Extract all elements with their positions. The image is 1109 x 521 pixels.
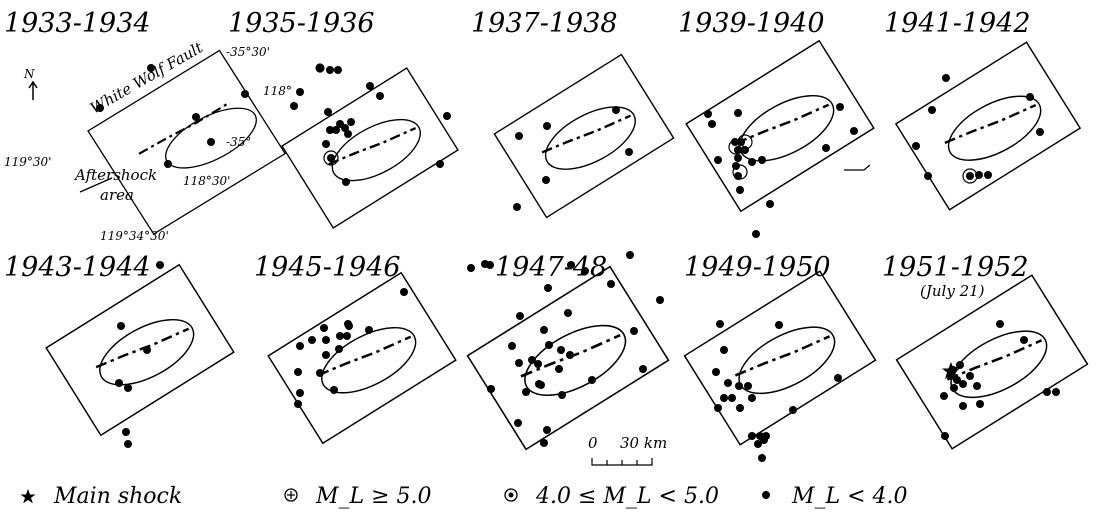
coord-label: 118° — [263, 84, 292, 98]
area-label: area — [100, 186, 134, 204]
panel-1941-1942: 1941-1942 — [884, 8, 1082, 211]
scale-zero: 0 — [588, 434, 598, 452]
panel-1951-1952: 1951-1952 (July 21) — [882, 252, 1089, 451]
legend-item-ml-ge-5: M_L ≥ 5.0 — [284, 484, 432, 509]
legend-item-main-shock: Main shock — [20, 484, 182, 509]
pointer-arrow — [79, 177, 113, 193]
coord-label: 119°30' — [4, 155, 51, 169]
circle-plus-icon — [284, 488, 298, 502]
white-wolf-fault — [138, 101, 230, 155]
panel-title: 1947-48 — [495, 252, 607, 283]
event-dot — [96, 104, 104, 112]
coord-label: -35° — [226, 135, 251, 149]
panel-title: 1951-1952 — [882, 252, 1029, 283]
aftershock-label: Aftershock — [73, 166, 157, 184]
panel-title: 1937-1938 — [471, 8, 618, 39]
legend-label: 4.0 ≤ M_L < 5.0 — [535, 484, 719, 509]
fault-label: White Wolf Fault — [87, 38, 207, 118]
panel-1945-1946: 1945-1946 — [254, 252, 458, 445]
panel-1933-1934: 1933-1934 N White Wolf Fault Aftershock … — [4, 8, 292, 243]
event-dot — [192, 113, 200, 121]
panel-title: 1939-1940 — [678, 8, 825, 39]
panel-title: 1945-1946 — [254, 252, 401, 283]
panel-1949-1950: 1949-1950 — [683, 252, 877, 462]
panel-title: 1949-1950 — [684, 252, 831, 283]
coord-label: 119°34°30' — [100, 229, 169, 243]
coord-label: -35°30' — [226, 45, 270, 59]
map-frame — [87, 49, 287, 235]
legend-label: M_L < 4.0 — [791, 484, 908, 509]
panel-1935-1936: 1935-1936 — [228, 8, 460, 230]
panel-title: 1941-1942 — [884, 8, 1031, 39]
event-dot — [147, 64, 155, 72]
north-arrow-icon — [28, 80, 38, 100]
dot-icon — [762, 491, 770, 499]
panel-title: 1935-1936 — [228, 8, 375, 39]
circle-dot-icon — [504, 488, 518, 502]
panel-1939-1940: 1939-1940 — [678, 8, 876, 238]
panel-1943-1944: 1943-1944 — [4, 252, 236, 448]
star-icon — [20, 489, 36, 504]
legend-item-ml-4-to-5: 4.0 ≤ M_L < 5.0 — [504, 484, 719, 509]
north-label: N — [23, 67, 35, 81]
legend-label: M_L ≥ 5.0 — [315, 484, 432, 509]
panel-1937-1938: 1937-1938 — [471, 8, 675, 219]
scale-bar: 0 30 km — [588, 434, 667, 466]
panel-subtitle: (July 21) — [920, 282, 985, 300]
event-dot — [241, 90, 249, 98]
event-dot — [164, 160, 172, 168]
event-dot — [207, 138, 215, 146]
panel-title: 1933-1934 — [4, 8, 151, 39]
main-shock-star-icon — [942, 362, 960, 379]
panel-title: 1943-1944 — [4, 252, 151, 283]
legend-item-ml-lt-4: M_L < 4.0 — [762, 484, 908, 509]
panel-1947-48: 1947-48 — [466, 251, 670, 451]
coord-label: 118°30' — [183, 174, 230, 188]
legend-label: Main shock — [53, 484, 182, 509]
legend: Main shock M_L ≥ 5.0 4.0 ≤ M_L < 5.0 M_L… — [20, 484, 908, 509]
scale-label: 30 km — [620, 434, 667, 452]
